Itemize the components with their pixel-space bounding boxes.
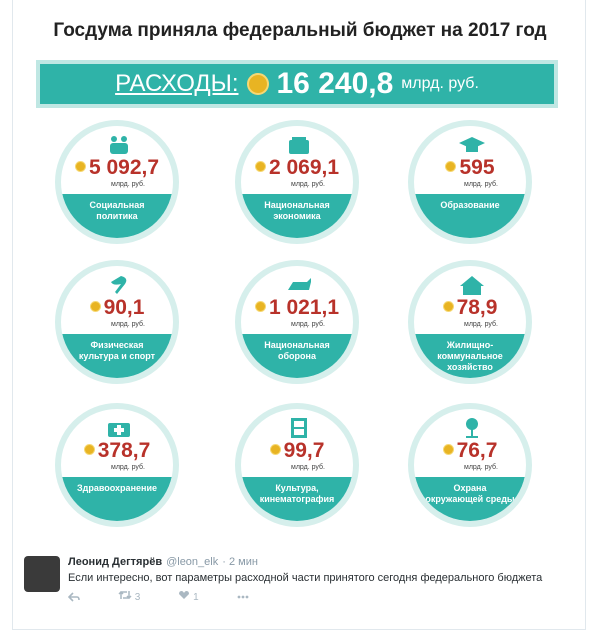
item-footer — [241, 477, 353, 521]
title: Госдума приняла федеральный бюджет на 20… — [53, 20, 547, 41]
budget-item: 90,1 млрд. руб. Физическая культура и спор… — [55, 260, 179, 384]
item-unit: млрд. руб. — [111, 464, 145, 471]
item-value-row: 595 — [414, 156, 526, 180]
item-label: Социальная политика — [89, 200, 145, 221]
budget-item: 1 021,1 млрд. руб. Национальная оборона — [235, 260, 359, 384]
item-value-row: 99,7 — [241, 439, 353, 463]
total-value: 16 240,8 — [276, 67, 394, 100]
item-icon — [105, 274, 133, 301]
total-unit: млрд. руб. — [401, 75, 479, 92]
budget-item: 5 092,7 млрд. руб. Социальная политика — [55, 120, 179, 244]
actions: 3 1 — [68, 590, 249, 603]
item-value: 5 092,7 — [88, 156, 160, 179]
budget-item: 76,7 млрд. руб. Охрана окружающей среды — [408, 403, 532, 527]
item-value: 595 — [459, 156, 495, 179]
item-icon — [458, 274, 486, 301]
item-footer — [414, 194, 526, 238]
retweet-button[interactable]: 3 — [118, 590, 140, 603]
item-unit: млрд. руб. — [291, 181, 325, 188]
item-value-row: 5 092,7 — [61, 156, 173, 180]
item-label: Жилищно-коммунальное хозяйство — [437, 340, 503, 372]
avatar[interactable] — [24, 556, 60, 592]
budget-item: 99,7 млрд. руб. Культура, кинематография — [235, 403, 359, 527]
item-footer — [61, 477, 173, 521]
item-label: Физическая культура и спорт — [78, 340, 156, 361]
item-unit: млрд. руб. — [464, 321, 498, 328]
item-value-row: 90,1 — [61, 296, 173, 320]
coin-icon — [254, 161, 266, 172]
coin-icon — [74, 161, 86, 172]
item-value: 1 021,1 — [268, 296, 340, 319]
item-icon — [105, 134, 133, 161]
item-label: Национальная оборона — [264, 340, 330, 361]
total-banner: РАСХОДЫ: 16 240,8 млрд. руб. — [36, 60, 558, 108]
item-label: Национальная экономика — [264, 200, 330, 221]
item-label: Здравоохранение — [77, 483, 157, 493]
item-unit: млрд. руб. — [111, 321, 145, 328]
item-icon — [285, 417, 313, 444]
item-label: Охрана окружающей среды — [425, 483, 515, 504]
item-unit: млрд. руб. — [111, 181, 145, 188]
coin-icon — [83, 444, 95, 455]
item-value: 78,9 — [456, 296, 498, 319]
item-value-row: 78,9 — [414, 296, 526, 320]
item-footer — [61, 194, 173, 238]
reply-button[interactable] — [68, 591, 80, 602]
budget-item: 595 млрд. руб. Образование — [408, 120, 532, 244]
coin-icon — [89, 301, 101, 312]
coin-icon — [254, 301, 266, 312]
item-label: Образование — [440, 200, 500, 210]
like-count: 1 — [193, 592, 199, 603]
item-unit: млрд. руб. — [464, 464, 498, 471]
item-value: 76,7 — [456, 439, 498, 462]
item-unit: млрд. руб. — [291, 464, 325, 471]
item-icon — [285, 134, 313, 161]
more-button[interactable] — [237, 595, 249, 599]
item-footer — [241, 194, 353, 238]
item-icon — [285, 274, 313, 301]
item-value-row: 2 069,1 — [241, 156, 353, 180]
item-value-row: 1 021,1 — [241, 296, 353, 320]
item-footer — [241, 334, 353, 378]
item-unit: млрд. руб. — [464, 181, 498, 188]
like-button[interactable]: 1 — [178, 590, 199, 603]
item-value: 90,1 — [103, 296, 145, 319]
budget-item: 78,9 млрд. руб. Жилищно-коммунальное хозяй… — [408, 260, 532, 384]
item-value: 99,7 — [283, 439, 325, 462]
budget-item: 2 069,1 млрд. руб. Национальная экономика — [235, 120, 359, 244]
coin-icon — [442, 444, 454, 455]
item-label: Культура, кинематография — [259, 483, 335, 504]
item-value: 378,7 — [97, 439, 151, 462]
author[interactable]: Леонид Дегтярёв — [68, 556, 163, 568]
item-value: 2 069,1 — [268, 156, 340, 179]
coin-icon — [269, 444, 281, 455]
item-footer — [61, 334, 173, 378]
item-icon — [458, 417, 486, 444]
coin-icon — [445, 161, 457, 172]
retweet-count: 3 — [134, 592, 141, 603]
item-footer — [414, 477, 526, 521]
tweet-text: Если интересно, вот параметры расходной … — [68, 572, 543, 584]
item-icon — [105, 417, 133, 444]
coin-icon — [246, 73, 269, 95]
budget-item: 378,7 млрд. руб. Здравоохранение — [55, 403, 179, 527]
total-label: РАСХОДЫ: — [115, 70, 239, 97]
item-value-row: 378,7 — [61, 439, 173, 463]
item-footer — [414, 334, 526, 378]
coin-icon — [442, 301, 454, 312]
item-unit: млрд. руб. — [291, 321, 325, 328]
handle[interactable]: @leon_elk — [166, 556, 219, 568]
time[interactable]: · 2 мин — [222, 556, 258, 568]
item-icon — [458, 134, 486, 161]
tweet-card — [12, 0, 586, 630]
item-value-row: 76,7 — [414, 439, 526, 463]
